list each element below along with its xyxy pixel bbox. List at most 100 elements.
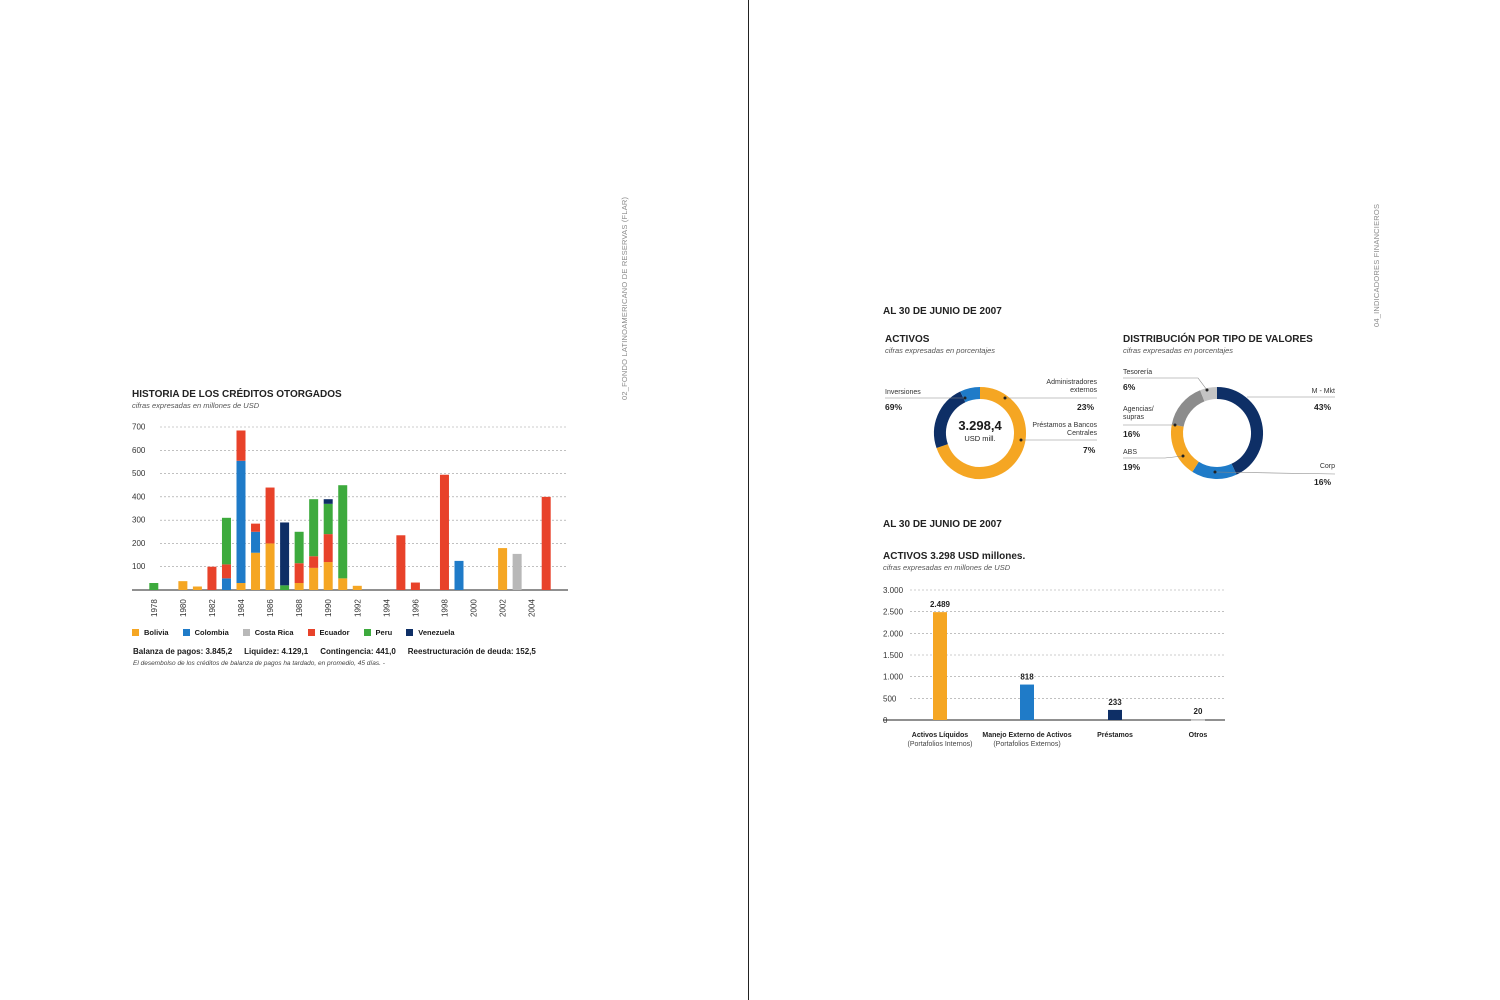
legend-peru: Peru xyxy=(363,628,392,637)
x-tick-label: 1986 xyxy=(266,599,275,617)
legend-swatch xyxy=(182,629,190,636)
bar-segment xyxy=(236,583,246,590)
donut-slice xyxy=(934,391,966,449)
y-tick-label: 200 xyxy=(132,539,146,548)
bar-segment xyxy=(294,583,304,590)
summary-reestructuracion: Reestructuración de deuda: 152,5 xyxy=(407,647,536,656)
category-label: Otros xyxy=(1189,732,1208,739)
category-label: Préstamos xyxy=(1097,732,1133,739)
bar-segment xyxy=(265,487,275,544)
y-tick-label: 3.000 xyxy=(883,586,904,595)
activos-label-administradores: Administradores externos xyxy=(1046,379,1097,394)
activos-label-inversiones: Inversiones xyxy=(885,389,921,396)
legend-swatch xyxy=(242,629,250,636)
donut-slice xyxy=(936,387,1026,479)
distribucion-title: DISTRIBUCIÓN POR TIPO DE VALORES xyxy=(1123,334,1313,345)
bar-segment xyxy=(265,543,275,590)
bar-segment xyxy=(338,485,348,579)
donut-slice xyxy=(1216,387,1263,475)
dist-label-abs: ABS xyxy=(1123,449,1138,456)
legend-ecuador: Ecuador xyxy=(307,628,350,637)
dist-pct-tesoreria: 6% xyxy=(1123,382,1136,392)
dist-label-mmkt: M - Mkt xyxy=(1311,388,1335,395)
legend-swatch xyxy=(406,629,414,636)
x-tick-label: 1990 xyxy=(324,599,333,617)
bar-value-label: 818 xyxy=(1020,673,1034,682)
bar-segment xyxy=(149,583,159,590)
x-tick-label: 1996 xyxy=(411,599,420,617)
bar-value-label: 20 xyxy=(1194,707,1203,716)
bar-value-label: 2.489 xyxy=(930,600,951,609)
bar xyxy=(1108,709,1122,720)
activos-title: ACTIVOS xyxy=(885,334,930,345)
bar-segment xyxy=(309,499,319,557)
activos-pct-inversiones: 69% xyxy=(885,402,903,412)
x-tick-label: 1992 xyxy=(353,599,362,617)
activos-center-unit: USD mill. xyxy=(964,434,996,443)
y-tick-label: 300 xyxy=(132,516,146,525)
bar-segment xyxy=(323,534,333,563)
bar-segment xyxy=(294,531,304,564)
x-tick-label: 2000 xyxy=(470,599,479,617)
x-tick-label: 1978 xyxy=(150,599,159,617)
x-tick-label: 1980 xyxy=(179,599,188,617)
bar xyxy=(1191,719,1205,721)
activos-center-value: 3.298,4 xyxy=(958,418,1002,433)
legend-swatch xyxy=(132,629,139,636)
x-tick-label: 2004 xyxy=(528,599,537,617)
distribucion-subtitle: cifras expresadas en porcentajes xyxy=(1123,346,1234,355)
y-tick-label: 700 xyxy=(132,423,146,432)
bar-segment xyxy=(207,566,217,590)
leader-dot xyxy=(1213,470,1217,474)
summary-balanza: Balanza de pagos: 3.845,2 xyxy=(133,647,233,656)
bar-segment xyxy=(221,564,231,579)
legend-swatch xyxy=(307,629,315,636)
legend-venezuela: Venezuela xyxy=(406,628,455,637)
distribucion-donut xyxy=(1171,387,1263,479)
category-label: Activos Líquidos xyxy=(912,732,969,739)
y-tick-label: 2.500 xyxy=(883,608,904,617)
dist-label-agencias: Agencias/ supras xyxy=(1123,406,1154,421)
donut-slice xyxy=(1171,424,1200,472)
bar-segment xyxy=(236,460,246,584)
activos-pct-administradores: 23% xyxy=(1077,402,1095,412)
leader-line xyxy=(1123,377,1208,391)
history-chart: 100 200 300 400 500 600 700 1978 1980 1982 1984 198… xyxy=(132,423,568,617)
bar-segment xyxy=(309,567,319,590)
summary-contingencia: Contingencia: 441,0 xyxy=(320,647,396,656)
bar xyxy=(933,612,947,720)
dist-pct-mmkt: 43% xyxy=(1314,402,1332,412)
activos-subtitle: cifras expresadas en porcentajes xyxy=(885,346,996,355)
date-heading-1: AL 30 DE JUNIO DE 2007 xyxy=(883,306,1002,317)
history-title: HISTORIA DE LOS CRÉDITOS OTORGADOS xyxy=(132,389,342,400)
legend-colombia: Colombia xyxy=(182,628,229,637)
bar-segment xyxy=(338,578,348,590)
bar-segment xyxy=(280,522,290,586)
bar-segment xyxy=(454,560,464,590)
bar-segment xyxy=(221,517,231,565)
spread-divider xyxy=(748,0,749,1000)
y-tick-label: 100 xyxy=(132,562,146,571)
dist-label-corp: Corp xyxy=(1319,463,1335,470)
history-legend: Bolivia Colombia Costa Rica Ecuador Peru… xyxy=(132,628,455,637)
activos-label-prestamos: Préstamos a Bancos Centrales xyxy=(1032,422,1097,437)
activos-bar-subtitle: cifras expresadas en millones de USD xyxy=(883,563,1011,572)
bar-segment xyxy=(251,531,261,553)
bar-segment xyxy=(498,548,508,590)
bar-segment xyxy=(439,474,449,590)
dist-pct-abs: 19% xyxy=(1123,462,1141,472)
x-tick-label: 1998 xyxy=(440,599,449,617)
y-tick-label: 500 xyxy=(132,469,146,478)
history-subtitle: cifras expresadas en millones de USD xyxy=(132,401,260,410)
leader-dot xyxy=(963,396,967,400)
bar-segment xyxy=(541,496,551,590)
leader-dot xyxy=(1173,423,1177,427)
leader-dot xyxy=(1181,454,1185,458)
x-tick-label: 1988 xyxy=(295,599,304,617)
legend-costa-rica: Costa Rica xyxy=(242,628,294,637)
bar-segment xyxy=(236,430,246,461)
category-sublabel: (Portafolios Externos) xyxy=(993,741,1060,748)
legend-bolivia: Bolivia xyxy=(132,628,169,637)
